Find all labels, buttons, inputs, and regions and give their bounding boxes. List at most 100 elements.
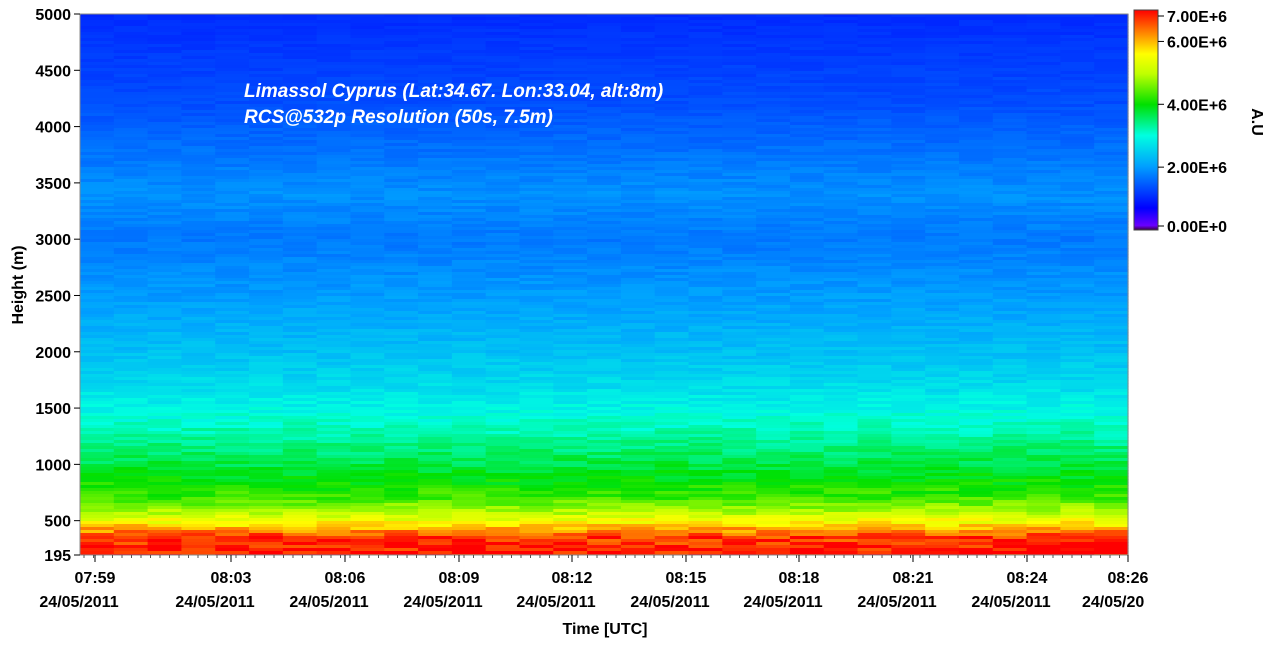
heatmap-cell: [992, 269, 1028, 273]
heatmap-cell: [215, 110, 250, 114]
heatmap-cell: [688, 488, 723, 492]
heatmap-cell: [756, 230, 791, 234]
heatmap-cell: [654, 98, 690, 102]
heatmap-cell: [553, 440, 588, 444]
heatmap-cell: [519, 395, 554, 399]
heatmap-cell: [891, 377, 926, 381]
heatmap-cell: [925, 323, 960, 327]
heatmap-cell: [789, 476, 825, 480]
heatmap-cell: [1026, 386, 1061, 390]
heatmap-cell: [418, 311, 453, 315]
heatmap-cell: [181, 431, 216, 435]
heatmap-cell: [823, 59, 859, 63]
heatmap-cell: [350, 221, 385, 225]
heatmap-cell: [316, 389, 352, 393]
heatmap-cell: [519, 272, 554, 276]
heatmap-cell: [282, 53, 318, 57]
heatmap-cell: [823, 395, 859, 399]
heatmap-cell: [857, 56, 892, 60]
heatmap-cell: [282, 236, 318, 240]
heatmap-cell: [756, 473, 791, 477]
heatmap-cell: [992, 32, 1028, 36]
heatmap-cell: [654, 20, 690, 24]
heatmap-cell: [519, 218, 554, 222]
heatmap-cell: [1094, 260, 1129, 264]
heatmap-cell: [1060, 272, 1095, 276]
heatmap-cell: [789, 215, 825, 219]
heatmap-cell: [113, 377, 149, 381]
heatmap-cell: [654, 383, 690, 387]
heatmap-cell: [485, 296, 521, 300]
heatmap-cell: [113, 134, 149, 138]
heatmap-cell: [823, 485, 859, 489]
heatmap-cell: [282, 404, 318, 408]
heatmap-cell: [688, 53, 723, 57]
heatmap-cell: [316, 452, 352, 456]
heatmap-cell: [249, 380, 284, 384]
heatmap-cell: [891, 338, 926, 342]
heatmap-cell: [857, 344, 892, 348]
heatmap-cell: [418, 320, 453, 324]
heatmap-cell: [282, 92, 318, 96]
heatmap-cell: [418, 335, 453, 339]
heatmap-cell: [823, 176, 859, 180]
heatmap-cell: [654, 161, 690, 165]
heatmap-cell: [282, 278, 318, 282]
heatmap-cell: [485, 143, 521, 147]
heatmap-cell: [688, 74, 723, 78]
heatmap-cell: [789, 326, 825, 330]
heatmap-cell: [418, 71, 453, 75]
heatmap-cell: [485, 347, 521, 351]
heatmap-cell: [519, 347, 554, 351]
heatmap-cell: [147, 125, 183, 129]
heatmap-cell: [1094, 188, 1129, 192]
heatmap-cell: [316, 155, 352, 159]
heatmap-cell: [80, 443, 115, 447]
heatmap-cell: [249, 218, 284, 222]
heatmap-cell: [80, 14, 115, 18]
heatmap-cell: [857, 110, 892, 114]
heatmap-cell: [823, 38, 859, 42]
heatmap-cell: [181, 176, 216, 180]
heatmap-cell: [249, 296, 284, 300]
heatmap-cell: [519, 266, 554, 270]
heatmap-cell: [485, 17, 521, 21]
heatmap-cell: [1026, 92, 1061, 96]
heatmap-cell: [451, 140, 487, 144]
heatmap-cell: [451, 155, 487, 159]
heatmap-cell: [418, 422, 453, 426]
heatmap-cell: [350, 134, 385, 138]
heatmap-cell: [992, 386, 1028, 390]
heatmap-cell: [654, 458, 690, 462]
heatmap-cell: [958, 335, 994, 339]
heatmap-cell: [384, 20, 419, 24]
heatmap-cell: [857, 404, 892, 408]
heatmap-cell: [519, 26, 554, 30]
heatmap-cell: [756, 221, 791, 225]
heatmap-cell: [756, 152, 791, 156]
heatmap-cell: [80, 197, 115, 201]
heatmap-cell: [722, 329, 757, 333]
heatmap-cell: [654, 254, 690, 258]
heatmap-cell: [80, 419, 115, 423]
heatmap-cell: [756, 134, 791, 138]
heatmap-cell: [587, 281, 622, 285]
heatmap-cell: [925, 62, 960, 66]
heatmap-cell: [519, 56, 554, 60]
heatmap-cell: [891, 218, 926, 222]
heatmap-cell: [1026, 383, 1061, 387]
heatmap-cell: [80, 296, 115, 300]
heatmap-cell: [485, 383, 521, 387]
heatmap-cell: [620, 77, 656, 81]
heatmap-cell: [722, 188, 757, 192]
heatmap-cell: [688, 41, 723, 45]
heatmap-cell: [282, 239, 318, 243]
heatmap-cell: [722, 236, 757, 240]
heatmap-cell: [181, 170, 216, 174]
heatmap-cell: [553, 422, 588, 426]
heatmap-cell: [215, 176, 250, 180]
heatmap-cell: [756, 215, 791, 219]
heatmap-cell: [958, 107, 994, 111]
heatmap-cell: [418, 245, 453, 249]
heatmap-cell: [215, 53, 250, 57]
